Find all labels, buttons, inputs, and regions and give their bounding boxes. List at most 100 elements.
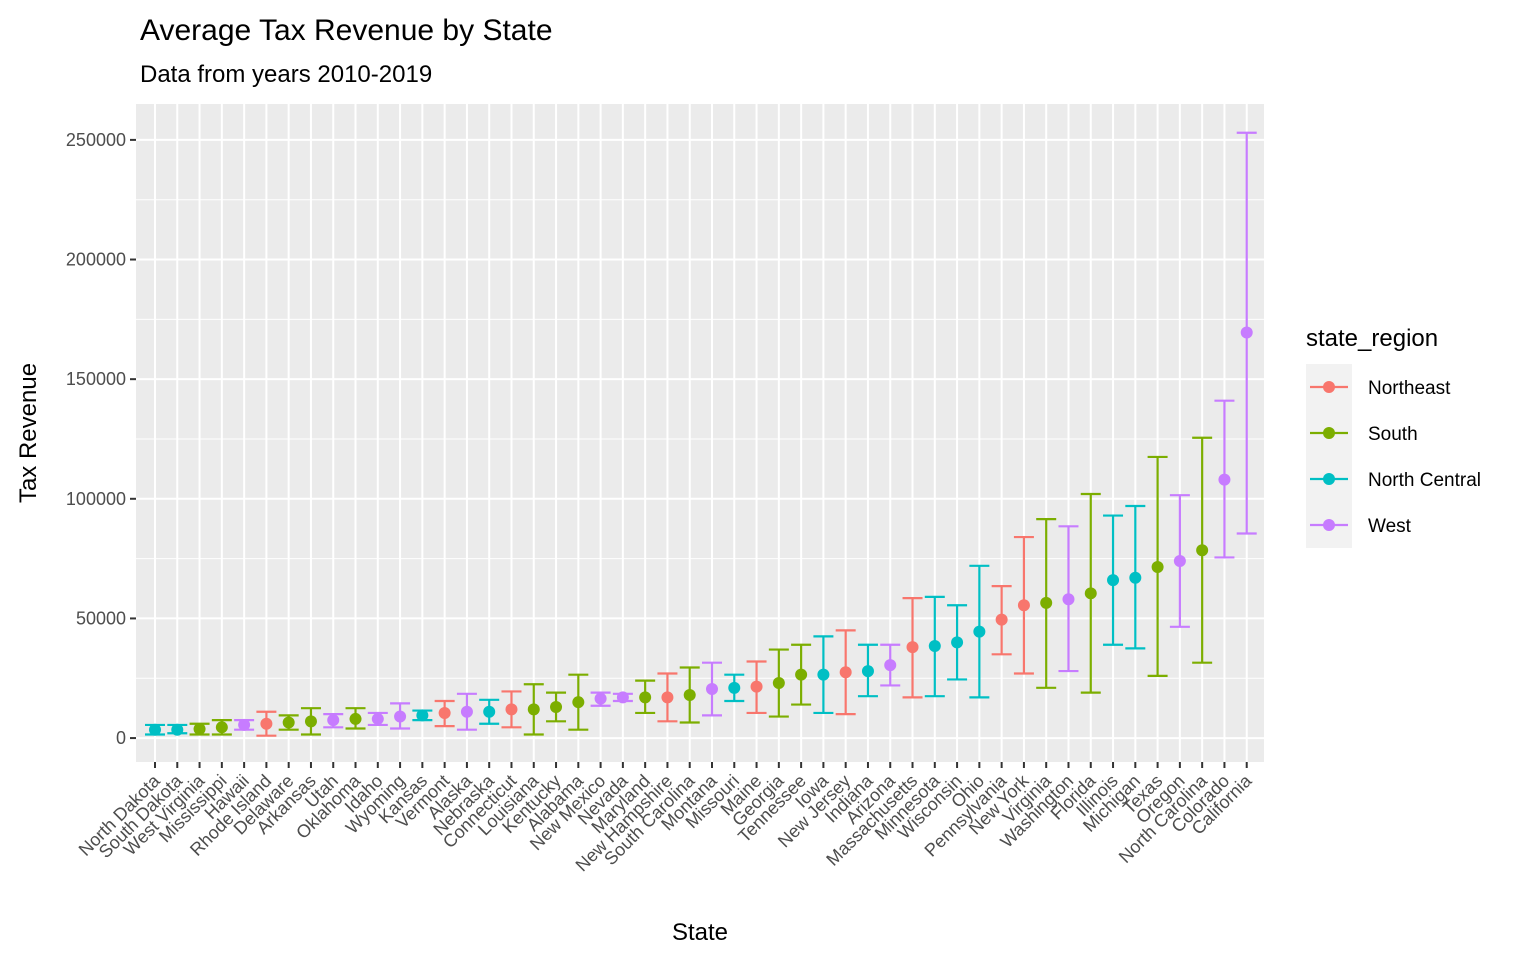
error-bar [724, 673, 745, 703]
data-point [1084, 587, 1097, 600]
data-point [505, 703, 518, 716]
data-point [327, 714, 340, 727]
y-axis: 0 50000 100000 150000 200000 250000 [66, 130, 136, 748]
data-point [772, 677, 785, 690]
legend-label: West [1368, 516, 1412, 537]
chart-subtitle: Data from years 2010-2019 [140, 61, 432, 88]
error-bar [568, 673, 589, 731]
plot-panel [136, 104, 1264, 762]
data-point [1173, 555, 1186, 568]
data-point [215, 721, 228, 734]
y-axis-title: Tax Revenue [15, 363, 42, 503]
data-point [149, 723, 161, 736]
error-bar [167, 723, 188, 736]
data-point [238, 718, 251, 731]
data-point [817, 668, 830, 681]
error-bar [256, 710, 277, 737]
data-point [1240, 326, 1253, 339]
data-point [1151, 560, 1164, 573]
error-bar [300, 707, 321, 736]
data-point [438, 706, 451, 719]
error-bar [412, 709, 433, 722]
error-bar [813, 635, 834, 715]
data-point [928, 639, 941, 652]
error-bar [857, 643, 878, 698]
error-bar [880, 643, 901, 687]
data-point [483, 705, 496, 718]
data-point [594, 692, 607, 705]
error-bar [1192, 436, 1213, 664]
error-bar [1103, 514, 1124, 646]
error-bar [390, 702, 411, 730]
error-bar [1147, 455, 1168, 677]
y-tick-label: 200000 [66, 250, 126, 270]
error-bar [746, 660, 767, 715]
error-bar [546, 691, 567, 723]
error-bar [323, 713, 344, 729]
error-bar [924, 595, 945, 698]
legend-entry: Northeast [1306, 364, 1451, 410]
data-point [416, 709, 429, 722]
error-bar [1058, 525, 1079, 673]
error-bar [612, 691, 633, 704]
y-tick-label: 50000 [76, 608, 126, 628]
data-point [282, 716, 295, 729]
data-point [973, 625, 986, 638]
error-bar [1036, 518, 1057, 689]
legend-title: state_region [1306, 325, 1438, 352]
error-bar [1214, 399, 1235, 559]
data-point [1107, 574, 1120, 587]
error-bar [835, 629, 856, 716]
error-bar [991, 585, 1012, 656]
error-bar [189, 722, 210, 736]
error-bar [434, 699, 455, 728]
data-point [394, 710, 407, 723]
error-bar [211, 719, 232, 736]
error-bar [1125, 504, 1146, 650]
data-point [1062, 593, 1075, 606]
legend-point [1323, 519, 1335, 531]
legend-point [1323, 427, 1335, 439]
error-bar [657, 672, 678, 723]
error-bar [367, 711, 388, 727]
data-point [1129, 571, 1142, 584]
error-bar [456, 692, 477, 731]
y-tick-label: 250000 [66, 130, 126, 150]
data-point [661, 691, 674, 704]
y-tick-label: 150000 [66, 369, 126, 389]
error-bar [768, 648, 789, 718]
data-point [750, 680, 763, 693]
error-bar [1236, 131, 1257, 535]
data-point [550, 700, 563, 713]
error-bar [1013, 535, 1034, 675]
error-bar [1169, 494, 1190, 628]
error-bar [590, 691, 611, 707]
data-point [349, 712, 362, 725]
data-point [1218, 473, 1231, 486]
data-point [728, 681, 741, 694]
x-axis-title: State [672, 919, 728, 946]
legend-label: Northeast [1368, 378, 1451, 399]
error-bar [234, 718, 255, 731]
chart-title: Average Tax Revenue by State [140, 14, 553, 47]
data-point [171, 723, 184, 736]
legend-label: South [1368, 424, 1418, 445]
error-bar [679, 666, 700, 724]
data-point [1017, 599, 1030, 612]
data-point [861, 665, 874, 678]
error-bar [278, 714, 299, 731]
error-bar [501, 690, 522, 729]
y-tick-label: 0 [116, 728, 126, 748]
data-point [616, 691, 629, 704]
error-bar [345, 707, 366, 730]
data-point [951, 636, 964, 649]
data-point [906, 641, 919, 654]
error-bar [791, 643, 812, 706]
data-marks [145, 131, 1257, 737]
data-point [527, 703, 540, 716]
error-bar [479, 698, 500, 725]
error-bar [902, 596, 923, 699]
legend-entry: West [1306, 502, 1412, 548]
